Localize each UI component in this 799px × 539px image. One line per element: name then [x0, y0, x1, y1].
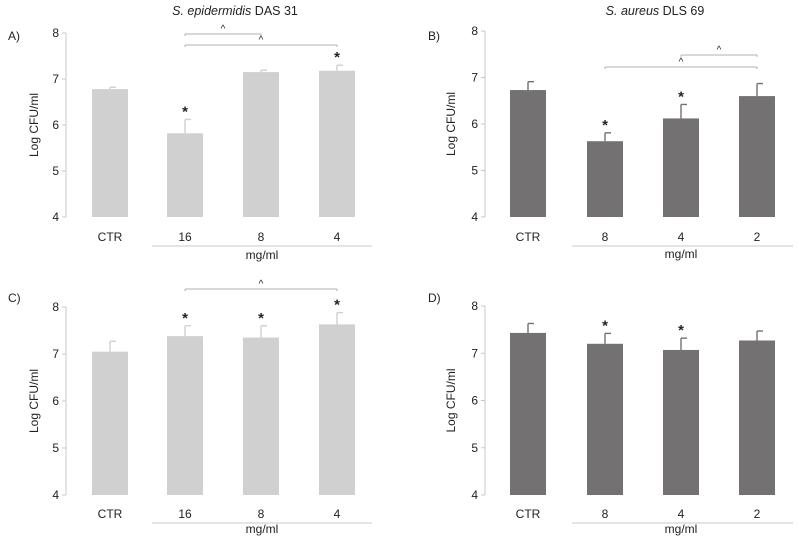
- panel-d: D) 4 5 6 7 8 Log CFU/ml CTR * 8 * 4 2 mg/ml: [428, 291, 793, 536]
- panel-label: C): [8, 291, 21, 305]
- bar: [167, 336, 203, 495]
- x-axis-title: mg/ml: [246, 522, 279, 536]
- y-tick-label: 7: [471, 346, 478, 360]
- title-left-strain: DAS 31: [251, 4, 298, 18]
- bar: [663, 349, 699, 495]
- x-tick-label: 8: [258, 230, 265, 244]
- y-axis-title: Log CFU/ml: [27, 93, 41, 157]
- comparison-marker: ^: [717, 45, 722, 56]
- bar: [739, 340, 775, 495]
- x-tick-label: 8: [258, 507, 265, 521]
- x-tick-label: CTR: [98, 507, 123, 521]
- x-axis-title: mg/ml: [246, 248, 279, 262]
- bar: [510, 90, 546, 217]
- x-tick-label: 2: [754, 230, 761, 244]
- x-axis-title: mg/ml: [665, 522, 698, 536]
- panel-c: C) 4 5 6 7 8 Log CFU/ml CTR * 16 * 8 * 4 mg/ml ^: [8, 279, 372, 536]
- panel-label: A): [8, 29, 20, 43]
- y-tick-label: 7: [471, 71, 478, 85]
- comparison-marker: ^: [259, 35, 264, 46]
- x-tick-label: 8: [602, 230, 609, 244]
- title-right-strain: DLS 69: [659, 4, 704, 18]
- comparison-marker: ^: [259, 279, 264, 290]
- y-tick-label: 8: [471, 24, 478, 38]
- y-tick-label: 7: [52, 347, 59, 361]
- x-tick-label: 2: [754, 507, 761, 521]
- panel-a: A) 4 5 6 7 8 Log CFU/ml CTR * 16 8 * 4 mg/ml ^ ^: [8, 24, 372, 262]
- significance-asterisk: *: [678, 88, 684, 105]
- y-tick-label: 8: [52, 300, 59, 314]
- y-tick-label: 5: [52, 441, 59, 455]
- title-left-species: S. epidermidis: [172, 4, 251, 18]
- x-tick-label: 4: [678, 507, 685, 521]
- y-tick-label: 5: [471, 441, 478, 455]
- y-axis-title: Log CFU/ml: [444, 92, 458, 156]
- y-tick-label: 6: [52, 394, 59, 408]
- significance-asterisk: *: [182, 103, 188, 120]
- y-axis-title: Log CFU/ml: [444, 368, 458, 432]
- panel-label: B): [428, 29, 440, 43]
- y-tick-label: 4: [471, 488, 478, 502]
- bar: [510, 332, 546, 495]
- x-tick-label: 8: [602, 507, 609, 521]
- bar: [167, 133, 203, 217]
- y-tick-label: 6: [52, 118, 59, 132]
- y-tick-label: 4: [52, 488, 59, 502]
- x-axis-title: mg/ml: [665, 247, 698, 261]
- y-axis-title: Log CFU/ml: [27, 369, 41, 433]
- y-tick-label: 4: [471, 210, 478, 224]
- bar: [92, 351, 128, 495]
- x-tick-label: 4: [678, 230, 685, 244]
- significance-asterisk: *: [602, 117, 608, 134]
- bar: [587, 141, 623, 217]
- x-tick-label: 4: [334, 507, 341, 521]
- bar: [663, 118, 699, 217]
- bar: [587, 343, 623, 495]
- title-right-species: S. aureus: [606, 4, 660, 18]
- significance-asterisk: *: [334, 49, 340, 66]
- bar: [319, 324, 355, 495]
- y-tick-label: 8: [52, 26, 59, 40]
- significance-asterisk: *: [258, 310, 264, 327]
- significance-asterisk: *: [334, 297, 340, 314]
- y-tick-label: 4: [52, 210, 59, 224]
- title-left: S. epidermidis DAS 31: [172, 4, 298, 18]
- bar: [92, 89, 128, 217]
- title-right: S. aureus DLS 69: [606, 4, 705, 18]
- x-tick-label: 16: [178, 230, 192, 244]
- comparison-marker: ^: [679, 57, 684, 68]
- y-tick-label: 5: [52, 164, 59, 178]
- significance-asterisk: *: [182, 310, 188, 327]
- bar: [243, 337, 279, 495]
- comparison-marker: ^: [221, 24, 226, 35]
- bar: [739, 96, 775, 217]
- panel-b: B) 4 5 6 7 8 Log CFU/ml CTR * 8 * 4 2 mg/ml ^ ^: [428, 24, 793, 261]
- x-tick-label: CTR: [98, 230, 123, 244]
- y-tick-label: 7: [52, 72, 59, 86]
- x-tick-label: CTR: [516, 507, 541, 521]
- significance-asterisk: *: [602, 317, 608, 334]
- y-tick-label: 6: [471, 394, 478, 408]
- bar: [243, 72, 279, 217]
- bar: [319, 70, 355, 217]
- y-tick-label: 5: [471, 164, 478, 178]
- panel-label: D): [428, 291, 441, 305]
- x-tick-label: 4: [334, 230, 341, 244]
- x-tick-label: CTR: [516, 230, 541, 244]
- y-tick-label: 8: [471, 299, 478, 313]
- significance-asterisk: *: [678, 322, 684, 339]
- x-tick-label: 16: [178, 507, 192, 521]
- y-tick-label: 6: [471, 117, 478, 131]
